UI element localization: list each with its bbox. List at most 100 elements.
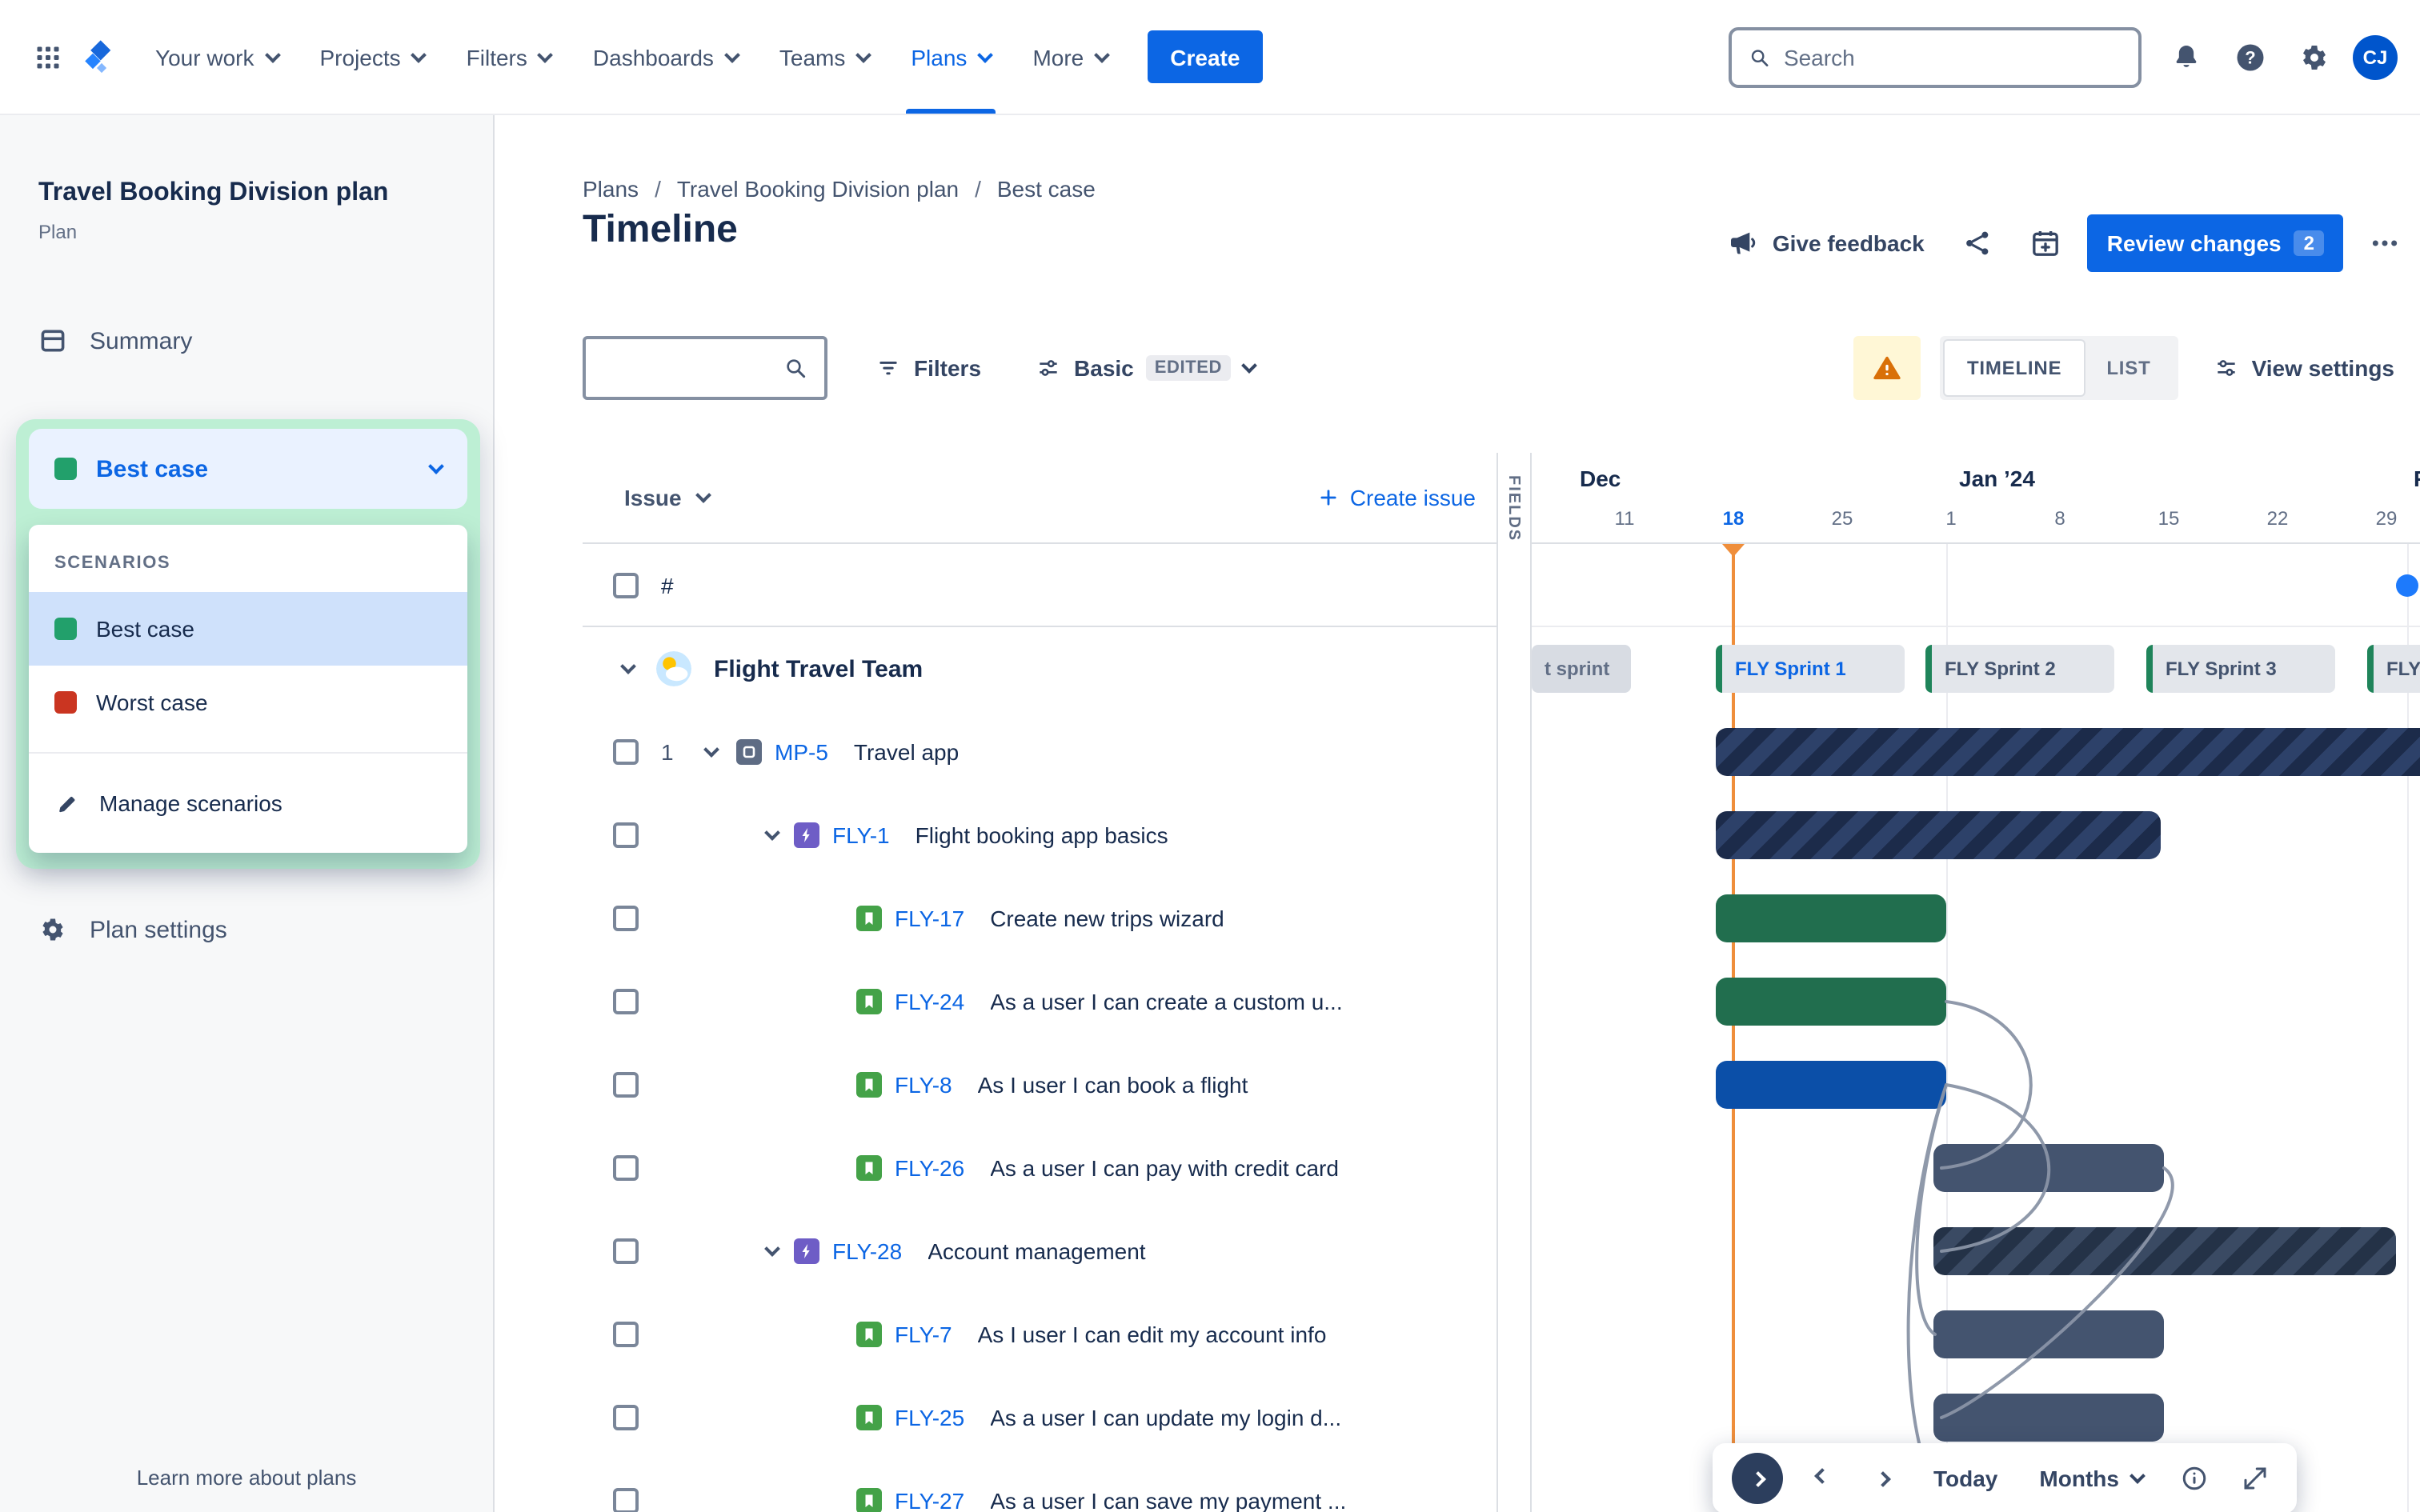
sidebar-item-plan-settings[interactable]: Plan settings bbox=[38, 915, 227, 944]
view-mode-dropdown[interactable]: Basic EDITED bbox=[1020, 336, 1270, 400]
issue-search-input[interactable] bbox=[602, 355, 783, 381]
scroll-right-button[interactable] bbox=[1860, 1456, 1905, 1501]
manage-scenarios-button[interactable]: Manage scenarios bbox=[29, 766, 467, 840]
issue-key-link[interactable]: FLY-27 bbox=[895, 1488, 965, 1512]
checkbox[interactable] bbox=[613, 1238, 639, 1264]
checkbox[interactable] bbox=[613, 989, 639, 1014]
breadcrumb-plan-link[interactable]: Travel Booking Division plan bbox=[676, 176, 960, 202]
issue-row-fly-26[interactable]: FLY-26 As a user I can pay with credit c… bbox=[583, 1126, 1496, 1210]
create-button[interactable]: Create bbox=[1148, 30, 1263, 83]
scenario-selector-button[interactable]: Best case bbox=[29, 429, 467, 509]
checkbox[interactable] bbox=[613, 1405, 639, 1430]
issue-row-fly-25[interactable]: FLY-25 As a user I can update my login d… bbox=[583, 1376, 1496, 1459]
checkbox[interactable] bbox=[613, 572, 639, 598]
team-row[interactable]: Flight Travel Team bbox=[583, 627, 1496, 710]
breadcrumb-plans-link[interactable]: Plans bbox=[583, 176, 639, 202]
view-settings-button[interactable]: View settings bbox=[2198, 336, 2410, 400]
nav-item-projects[interactable]: Projects bbox=[299, 0, 446, 114]
user-avatar[interactable]: CJ bbox=[2353, 34, 2398, 79]
checkbox[interactable] bbox=[613, 822, 639, 848]
issue-row-fly-28[interactable]: FLY-28 Account management bbox=[583, 1210, 1496, 1293]
nav-item-filters[interactable]: Filters bbox=[446, 0, 572, 114]
issue-key-link[interactable]: FLY-25 bbox=[895, 1405, 965, 1430]
nav-item-dashboards[interactable]: Dashboards bbox=[572, 0, 759, 114]
warnings-button[interactable] bbox=[1853, 336, 1921, 400]
zoom-level-dropdown[interactable]: Months bbox=[2026, 1466, 2156, 1491]
checkbox[interactable] bbox=[613, 1488, 639, 1512]
today-button[interactable]: Today bbox=[1933, 1466, 1998, 1491]
checkbox[interactable] bbox=[613, 1155, 639, 1181]
app-switcher-button[interactable] bbox=[22, 31, 74, 82]
sprint-bar-fly-sprint-4[interactable]: FLY Sp bbox=[2367, 645, 2420, 693]
sprint-bar-fly-sprint-2[interactable]: FLY Sprint 2 bbox=[1925, 645, 2114, 693]
learn-more-link[interactable]: Learn more about plans bbox=[136, 1466, 357, 1490]
checkbox[interactable] bbox=[613, 1322, 639, 1347]
segment-timeline[interactable]: TIMELINE bbox=[1944, 341, 2085, 395]
notifications-button[interactable] bbox=[2161, 31, 2212, 82]
share-button[interactable] bbox=[1953, 218, 2005, 269]
global-search[interactable] bbox=[1729, 26, 2142, 87]
create-issue-button[interactable]: Create issue bbox=[1318, 485, 1476, 510]
sprint-bar-fly-sprint-1[interactable]: FLY Sprint 1 bbox=[1716, 645, 1905, 693]
review-changes-button[interactable]: Review changes 2 bbox=[2087, 214, 2343, 272]
issue-key-link[interactable]: FLY-17 bbox=[895, 906, 965, 931]
scroll-left-button[interactable] bbox=[1799, 1456, 1844, 1501]
issue-row-fly-7[interactable]: FLY-7 As I user I can edit my account in… bbox=[583, 1293, 1496, 1376]
issue-row-fly-8[interactable]: FLY-8 As I user I can book a flight bbox=[583, 1043, 1496, 1126]
gantt-bar-fly-25[interactable] bbox=[1933, 1394, 2164, 1442]
gantt-bar-fly-26[interactable] bbox=[1933, 1144, 2164, 1192]
release-marker[interactable] bbox=[2396, 574, 2418, 597]
gantt-bar-fly-28[interactable] bbox=[1933, 1227, 2396, 1275]
issue-key-link[interactable]: FLY-1 bbox=[832, 822, 890, 848]
sprint-bar-prev[interactable]: t sprint bbox=[1532, 645, 1631, 693]
info-button[interactable] bbox=[2172, 1456, 2217, 1501]
segment-list[interactable]: LIST bbox=[2106, 357, 2151, 379]
global-search-input[interactable] bbox=[1783, 44, 2122, 70]
issue-row-fly-1[interactable]: FLY-1 Flight booking app basics bbox=[583, 794, 1496, 877]
issue-row-fly-24[interactable]: FLY-24 As a user I can create a custom u… bbox=[583, 960, 1496, 1043]
gantt-bar-mp-5[interactable] bbox=[1716, 728, 2420, 776]
nav-item-more[interactable]: More bbox=[1012, 0, 1128, 114]
checkbox[interactable] bbox=[613, 1072, 639, 1098]
jira-home-logo[interactable] bbox=[74, 31, 125, 82]
checkbox[interactable] bbox=[613, 906, 639, 931]
issue-key-link[interactable]: FLY-26 bbox=[895, 1155, 965, 1181]
nav-item-teams[interactable]: Teams bbox=[759, 0, 890, 114]
issue-row-fly-27[interactable]: FLY-27 As a user I can save my payment .… bbox=[583, 1459, 1496, 1512]
scenario-option-worst-case[interactable]: Worst case bbox=[29, 666, 467, 739]
gantt-bar-fly-7[interactable] bbox=[1933, 1310, 2164, 1358]
gantt-bar-fly-17[interactable] bbox=[1716, 894, 1946, 942]
hash-row[interactable]: # bbox=[583, 544, 1496, 627]
sidebar-item-summary[interactable]: Summary bbox=[38, 326, 192, 355]
help-button[interactable]: ? bbox=[2225, 31, 2276, 82]
settings-button[interactable] bbox=[2289, 31, 2340, 82]
issue-column-header[interactable]: Issue bbox=[624, 485, 711, 510]
gantt-bar-fly-1[interactable] bbox=[1716, 811, 2161, 859]
fields-collapsed-strip[interactable]: FIELDS bbox=[1496, 453, 1532, 1512]
issue-key-link[interactable]: MP-5 bbox=[775, 739, 828, 765]
nav-item-plans[interactable]: Plans bbox=[890, 0, 1012, 114]
chevron-down-icon[interactable] bbox=[703, 742, 719, 758]
give-feedback-button[interactable]: Give feedback bbox=[1715, 214, 1937, 272]
issue-key-link[interactable]: FLY-8 bbox=[895, 1072, 952, 1098]
issue-key-link[interactable]: FLY-7 bbox=[895, 1322, 952, 1347]
checkbox[interactable] bbox=[613, 739, 639, 765]
issue-key-link[interactable]: FLY-28 bbox=[832, 1238, 903, 1264]
breadcrumb-scenario-link[interactable]: Best case bbox=[996, 176, 1096, 202]
sprint-bar-fly-sprint-3[interactable]: FLY Sprint 3 bbox=[2146, 645, 2335, 693]
gantt-bar-fly-8[interactable] bbox=[1716, 1061, 1946, 1109]
add-to-calendar-button[interactable] bbox=[2021, 218, 2072, 269]
filters-button[interactable]: Filters bbox=[859, 336, 997, 400]
issue-search-field[interactable] bbox=[583, 336, 827, 400]
chevron-down-icon[interactable] bbox=[764, 1241, 780, 1257]
expand-panel-button[interactable] bbox=[1732, 1453, 1783, 1504]
scenario-option-best-case[interactable]: Best case bbox=[29, 592, 467, 666]
issue-row-mp-5[interactable]: 1 MP-5 Travel app bbox=[583, 710, 1496, 794]
chevron-down-icon[interactable] bbox=[764, 825, 780, 841]
nav-item-your-work[interactable]: Your work bbox=[134, 0, 299, 114]
more-actions-button[interactable] bbox=[2359, 218, 2410, 269]
fullscreen-button[interactable] bbox=[2233, 1456, 2278, 1501]
gantt-bar-fly-24[interactable] bbox=[1716, 978, 1946, 1026]
issue-key-link[interactable]: FLY-24 bbox=[895, 989, 965, 1014]
issue-row-fly-17[interactable]: FLY-17 Create new trips wizard bbox=[583, 877, 1496, 960]
